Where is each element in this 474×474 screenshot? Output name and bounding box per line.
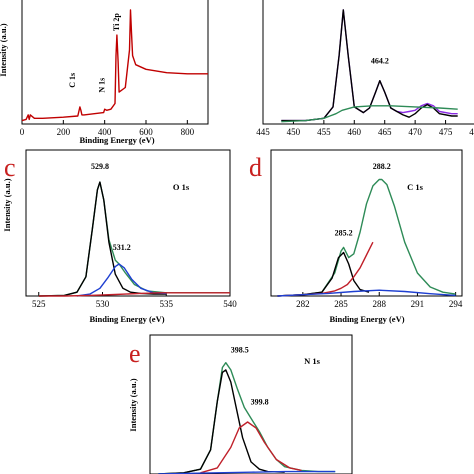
series-line-1 (277, 178, 456, 297)
series-line-3 (200, 421, 302, 474)
panel-title: C 1s (407, 182, 424, 192)
x-tick-label: 465 (378, 127, 392, 137)
series-line-1 (281, 9, 458, 122)
x-tick-label: 0 (20, 127, 25, 137)
x-tick-label: 480 (469, 127, 474, 137)
panel-c: 525 530 535 540 529.8 531.2 Binding Energy (eV… (2, 149, 237, 324)
x-tick-label: 600 (139, 127, 153, 137)
y-axis-label: Intensity (a.u.) (2, 178, 12, 231)
series-line-4 (277, 289, 456, 297)
series-line-4 (158, 470, 336, 474)
y-axis-label: Intensity (a.u.) (0, 23, 8, 76)
panel-b: 445 450 455 460 465 470 475 480 464.2 (256, 0, 474, 137)
x-tick-label: 291 (411, 299, 425, 309)
series-line-1 (158, 362, 336, 474)
x-tick-label: 450 (287, 127, 301, 137)
plot-frame (270, 149, 463, 297)
peak-label: 399.8 (251, 397, 269, 406)
x-tick-label: 455 (317, 127, 331, 137)
plot-frame (262, 0, 474, 125)
x-tick-label: 288 (372, 299, 386, 309)
x-tick-label: 535 (160, 299, 174, 309)
plot-frame (21, 0, 209, 125)
peak-label: 531.2 (113, 243, 131, 252)
peak-label: 464.2 (371, 56, 389, 65)
series-line-2 (38, 181, 167, 297)
series-line-3 (281, 105, 458, 123)
series-line-2 (158, 369, 285, 474)
panel-letter: c (4, 153, 16, 182)
x-axis-label: Binding Energy (eV) (89, 314, 164, 324)
panel-a: 0 200 400 600 800 C 1s N 1s Ti 2p Binding Energy… (0, 0, 209, 145)
x-tick-label: 460 (348, 127, 362, 137)
peak-label: 288.2 (373, 162, 391, 171)
y-axis-label: Intensity (a.u.) (128, 378, 138, 431)
series-line-1 (21, 9, 208, 122)
series-line-2 (281, 9, 458, 122)
panel-title: N 1s (304, 356, 321, 366)
series-line-1 (38, 181, 230, 297)
x-axis-label: Binding Energy (eV) (79, 135, 154, 145)
x-tick-label: 470 (408, 127, 422, 137)
peak-label: 285.2 (335, 229, 353, 238)
x-tick-label: 445 (256, 127, 270, 137)
peak-label: 398.5 (231, 345, 249, 354)
x-tick-label: 475 (439, 127, 453, 137)
series-line-3 (76, 263, 167, 297)
x-tick-label: 400 (98, 127, 112, 137)
panel-letter: e (129, 339, 141, 368)
x-tick-label: 540 (223, 299, 237, 309)
x-tick-label: 530 (96, 299, 110, 309)
x-tick-label: 525 (32, 299, 46, 309)
x-tick-label: 800 (181, 127, 195, 137)
peak-label: C 1s (68, 73, 77, 88)
series-line-4 (38, 292, 230, 297)
panel-title: O 1s (173, 182, 190, 192)
x-axis-label: Binding Energy (eV) (329, 314, 404, 324)
panel-e: 398.5 399.8 Intensity (a.u.) e N 1s (128, 334, 353, 474)
x-tick-label: 200 (57, 127, 71, 137)
plot-frame (25, 149, 231, 297)
x-tick-label: 282 (296, 299, 310, 309)
x-tick-label: 294 (449, 299, 463, 309)
panel-d: 282 285 288 291 294 288.2 285.2 Binding Energy … (249, 149, 463, 324)
peak-label: Ti 2p (112, 13, 121, 31)
peak-label: N 1s (98, 78, 107, 93)
plot-frame (149, 334, 353, 474)
peak-label: 529.8 (91, 162, 109, 171)
panel-letter: d (249, 153, 262, 182)
x-tick-label: 285 (334, 299, 348, 309)
